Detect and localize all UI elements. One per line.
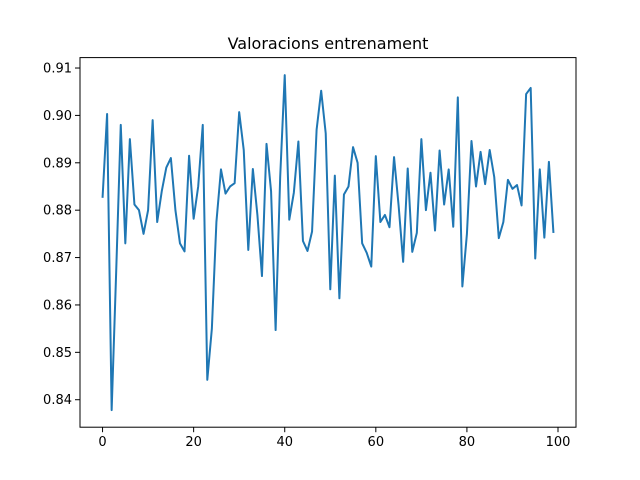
y-tick-label: 0.90 (43, 109, 72, 124)
x-tick-label: 60 (368, 435, 385, 450)
y-tick-label: 0.84 (43, 393, 72, 408)
x-tick-label: 20 (185, 435, 202, 450)
y-tick-label: 0.85 (43, 346, 72, 361)
y-tick-label: 0.88 (43, 204, 72, 219)
axes-frame (79, 57, 577, 428)
y-tick-label: 0.89 (43, 156, 72, 171)
y-axis: 0.84 0.85 0.86 0.87 0.88 0.89 0.90 0.91 (43, 62, 80, 408)
x-tick-label: 40 (276, 435, 293, 450)
chart-title: Valoracions entrenament (228, 34, 429, 53)
x-tick-label: 100 (546, 435, 571, 450)
series-layer (101, 74, 555, 412)
x-tick-label: 0 (98, 435, 106, 450)
y-tick-label: 0.87 (43, 251, 72, 266)
x-tick-label: 80 (459, 435, 476, 450)
y-tick-label: 0.91 (43, 62, 72, 77)
x-axis: 0 20 40 60 80 100 (98, 427, 570, 450)
y-tick-label: 0.86 (43, 298, 72, 313)
series-line-0 (101, 74, 555, 412)
